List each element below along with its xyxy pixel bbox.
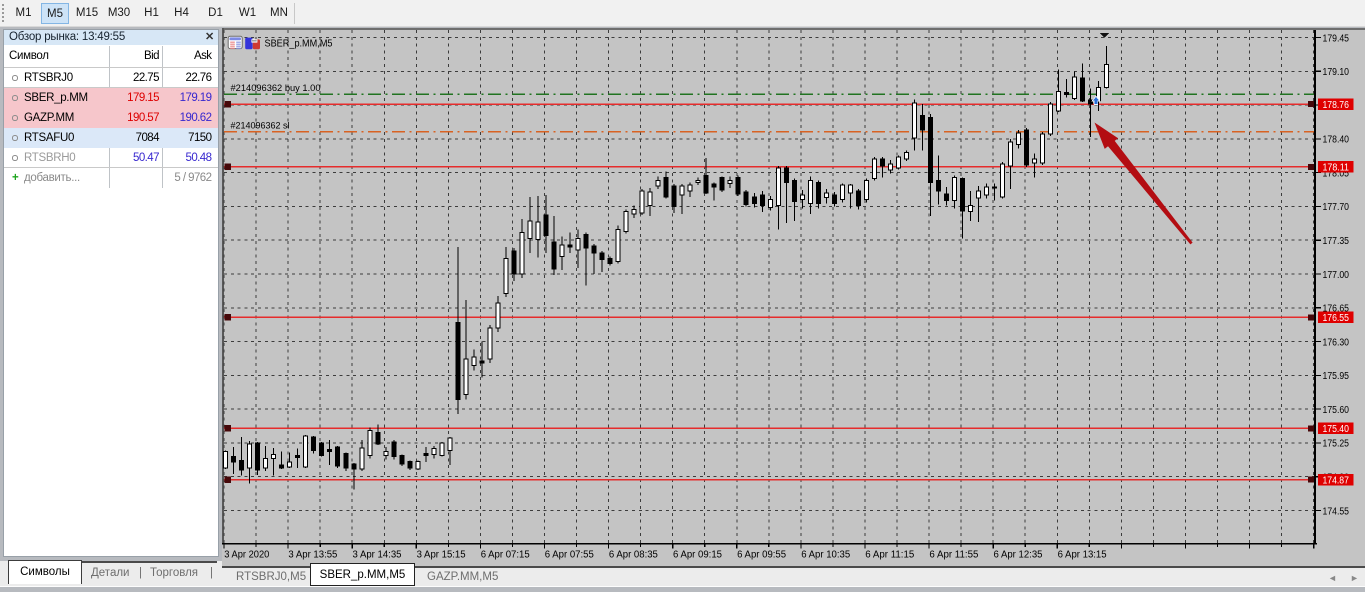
svg-text:6 Apr 13:15: 6 Apr 13:15 (1058, 549, 1107, 560)
svg-text:176.55: 176.55 (1322, 313, 1349, 324)
svg-text:#214096362 sl: #214096362 sl (231, 121, 290, 132)
svg-text:6 Apr 07:55: 6 Apr 07:55 (545, 549, 594, 560)
svg-text:6 Apr 09:55: 6 Apr 09:55 (737, 549, 786, 560)
svg-text:178.11: 178.11 (1322, 163, 1349, 174)
svg-text:179.45: 179.45 (1323, 33, 1350, 44)
svg-text:177.00: 177.00 (1323, 270, 1350, 281)
svg-text:6 Apr 11:15: 6 Apr 11:15 (865, 549, 914, 560)
svg-text:6 Apr 12:35: 6 Apr 12:35 (994, 549, 1043, 560)
svg-text:6 Apr 09:15: 6 Apr 09:15 (673, 549, 722, 560)
svg-text:178.76: 178.76 (1322, 100, 1349, 111)
svg-text:177.35: 177.35 (1323, 236, 1350, 247)
svg-text:175.60: 175.60 (1323, 405, 1350, 416)
svg-text:SBER_p.MM,M5: SBER_p.MM,M5 (265, 37, 333, 49)
svg-text:174.55: 174.55 (1323, 506, 1350, 517)
svg-text:6 Apr 11:55: 6 Apr 11:55 (929, 549, 978, 560)
svg-text:178.40: 178.40 (1323, 135, 1350, 146)
svg-text:#214096362 buy 1.00: #214096362 buy 1.00 (231, 83, 321, 94)
svg-text:6 Apr 08:35: 6 Apr 08:35 (609, 549, 658, 560)
svg-text:177.70: 177.70 (1323, 202, 1350, 213)
svg-text:3 Apr 2020: 3 Apr 2020 (224, 549, 269, 560)
svg-text:176.30: 176.30 (1323, 337, 1350, 348)
svg-text:174.87: 174.87 (1322, 475, 1349, 486)
svg-text:6 Apr 07:15: 6 Apr 07:15 (481, 549, 530, 560)
svg-text:3 Apr 14:35: 3 Apr 14:35 (353, 549, 402, 560)
svg-text:178.05: 178.05 (1323, 168, 1350, 179)
svg-text:176.65: 176.65 (1323, 304, 1350, 315)
svg-text:3 Apr 13:55: 3 Apr 13:55 (288, 549, 337, 560)
svg-text:175.40: 175.40 (1322, 424, 1349, 435)
svg-text:6 Apr 10:35: 6 Apr 10:35 (801, 549, 850, 560)
svg-text:175.95: 175.95 (1323, 371, 1350, 382)
svg-text:179.10: 179.10 (1323, 67, 1350, 78)
svg-text:175.25: 175.25 (1323, 439, 1350, 450)
svg-text:3 Apr 15:15: 3 Apr 15:15 (417, 549, 466, 560)
